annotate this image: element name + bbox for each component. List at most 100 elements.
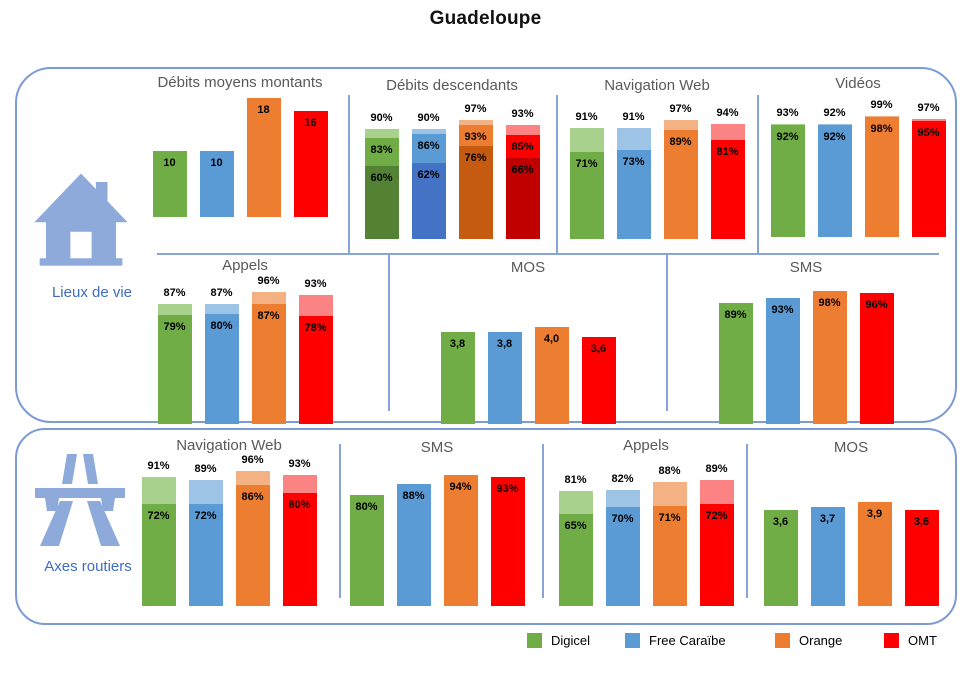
bar-value-label: 93% [496,482,519,495]
bar-segment [770,123,805,125]
bar-segment: 78% [298,315,333,424]
bar-segment [141,476,176,504]
bar-segment: 72% [188,503,223,606]
bar-value-label: 10 [210,156,223,169]
bar-total-label: 89% [194,462,217,475]
bar-digicel: 10 [152,150,187,217]
bar-segment: 3,8 [440,331,475,424]
chart-group-title: MOS [833,439,869,456]
legend-swatch-digicel-icon [527,633,542,648]
chart-group-title: SMS [789,259,823,276]
bar-orange: 96% 86% [235,454,270,606]
bar-value-label: 88% [402,489,425,502]
bar-segment: 3,6 [763,509,798,606]
bar-segment: 3,7 [810,506,845,606]
bar-value-label: 3,6 [590,342,607,355]
bar-value-label: 98% [870,122,893,135]
bar-omt: 94% 81% [710,107,745,239]
bar-value-label: 92% [823,130,846,143]
bar-orange: 98% [812,290,847,424]
bar-segment: 4,0 [534,326,569,424]
bar-segment: 3,6 [581,336,616,424]
bar-segment: 60% [364,165,399,239]
bar-total-label: 94% [716,106,739,119]
bar-omt: 93% 78% [298,278,333,424]
bar-total-label: 87% [210,286,233,299]
bar-digicel: 80% [349,494,384,606]
bar-segment [663,119,698,130]
bar-segment: 96% [859,292,894,424]
bar-free-cara-be: 89% 72% [188,463,223,606]
bar-segment [458,119,493,125]
bar-orange: 3,9 [857,501,892,606]
bar-free-cara-be: 88% [396,483,431,606]
bar-orange: 88% 71% [652,465,687,606]
bar-segment: 87% [251,303,286,424]
bar-segment [616,127,651,150]
chart-group-title: Navigation Web [604,77,710,94]
bar-omt: 16 [293,110,328,217]
chart-group-debits-moyens-montants: Débits moyens montants 10 10 18 16 [140,73,340,217]
bar-segment: 3,9 [857,501,892,606]
bar-value-label: 71% [658,511,681,524]
bar-value-label: 80% [210,319,233,332]
bar-plot: 90% 83% 60% 90% 86% 62% 97% 93% 76% 93% 85% 66% [352,103,552,239]
chart-group-appels-lieux: Appels 87% 79% 87% 80% 96% 87% 93% 78% [130,256,360,424]
legend-label: OMT [908,633,937,648]
bar-segment: 88% [396,483,431,606]
bar-value-label: 76% [464,151,487,164]
chart-group-title: Appels [623,437,669,454]
bar-plot: 10 10 18 16 [140,95,340,217]
bar-segment [710,123,745,140]
bar-value-label: 60% [370,171,393,184]
bar-orange: 97% 89% [663,103,698,239]
bar-value-label: 93% [464,130,487,143]
bar-value-label: 10 [163,156,176,169]
bar-segment: 80% [282,492,317,606]
bar-digicel: 91% 71% [569,111,604,239]
bar-segment: 65% [558,513,593,606]
legend-item-omt: OMT [884,633,937,648]
legend-item-digicel: Digicel [527,633,590,648]
bar-value-label: 85% [511,140,534,153]
bar-segment: 72% [141,503,176,606]
bar-segment [282,474,317,493]
legend-label: Digicel [551,633,591,648]
bar-segment: 16 [293,110,328,217]
bar-omt: 3,6 [581,336,616,424]
bar-value-label: 96% [865,298,888,311]
bar-value-label: 18 [257,103,270,116]
bar-plot: 91% 72% 89% 72% 96% 86% 93% 80% [124,454,334,606]
bar-segment [298,294,333,316]
legend-item-orange: Orange [775,633,842,648]
panel-label-axes-routiers: Axes routiers [44,558,132,575]
bar-segment [817,123,852,125]
bar-orange: 99% 98% [864,99,899,237]
bar-value-label: 95% [917,126,940,139]
bar-plot: 93% 92% 92% 92% 99% 98% 97% 95% [758,99,958,237]
bar-segment: 71% [652,505,687,606]
bar-value-label: 72% [194,509,217,522]
bar-segment [157,303,192,315]
bar-plot: 87% 79% 87% 80% 96% 87% 93% 78% [130,275,360,424]
bar-value-label: 78% [304,321,327,334]
bar-omt: 93% [490,476,525,606]
bar-value-label: 87% [257,309,280,322]
divider [348,95,350,254]
chart-group-title: Débits descendants [386,77,518,94]
bar-omt: 96% [859,292,894,424]
bar-segment [569,127,604,152]
bar-free-cara-be: 3,7 [810,506,845,606]
bar-total-label: 96% [241,453,264,466]
bar-total-label: 89% [705,462,728,475]
bar-free-cara-be: 91% 73% [616,111,651,239]
bar-total-label: 96% [257,274,280,287]
legend-swatch-orange-icon [775,633,790,648]
bar-segment [364,128,399,138]
bar-orange: 18 [246,97,281,217]
bar-segment: 86% [411,133,446,163]
bar-plot: 3,8 3,8 4,0 3,6 [398,288,658,424]
bar-free-cara-be: 82% 70% [605,473,640,606]
bar-total-label: 93% [776,106,799,119]
